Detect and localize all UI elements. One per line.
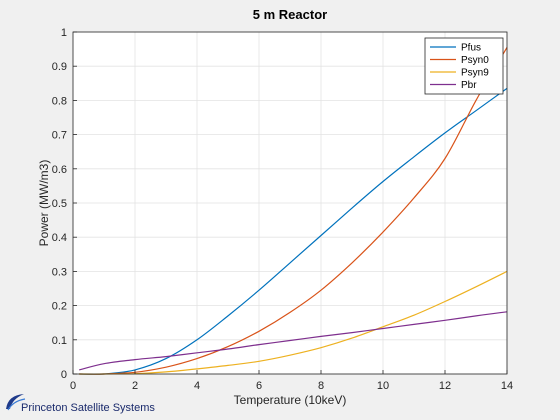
y-tick-label: 0.9 (52, 61, 67, 73)
legend-label[interactable]: Pfus (461, 43, 481, 54)
y-tick-label: 0.5 (52, 198, 67, 210)
x-tick-label: 14 (501, 380, 513, 392)
chart-title: 5 m Reactor (253, 7, 327, 22)
series-group (79, 47, 508, 375)
x-axis-ticks: 0 2 4 6 8 10 12 14 (70, 370, 513, 392)
series-line-psyn9 (79, 270, 508, 375)
x-axis-label: Temperature (10keV) (234, 393, 347, 407)
y-tick-label: 0 (61, 369, 67, 381)
legend-label[interactable]: Psyn0 (461, 55, 489, 66)
y-tick-label: 0.6 (52, 164, 67, 176)
logo-text: Princeton Satellite Systems (21, 402, 155, 414)
y-tick-label: 1 (61, 27, 67, 39)
y-axis-label: Power (MW/m3) (37, 160, 51, 247)
y-tick-label: 0.3 (52, 266, 67, 278)
y-axis-ticks: 0 0.1 0.2 0.3 0.4 0.5 0.6 0.7 0.8 0.9 1 (52, 27, 77, 381)
company-logo: Princeton Satellite Systems (4, 391, 184, 417)
x-tick-label: 12 (439, 380, 451, 392)
series-line-pbr (79, 311, 508, 371)
x-tick-label: 0 (70, 380, 76, 392)
y-tick-label: 0.8 (52, 95, 67, 107)
x-tick-label: 8 (318, 380, 324, 392)
x-tick-label: 10 (377, 380, 389, 392)
x-tick-label: 6 (256, 380, 262, 392)
series-line-psyn0 (79, 47, 508, 375)
y-tick-label: 0.1 (52, 335, 67, 347)
y-tick-label: 0.4 (52, 232, 67, 244)
y-tick-label: 0.7 (52, 130, 67, 142)
x-tick-label: 4 (194, 380, 200, 392)
orbit-swoosh-icon (6, 394, 26, 411)
x-tick-label: 2 (132, 380, 138, 392)
series-line-pfus (79, 87, 508, 375)
legend-label[interactable]: Psyn9 (461, 68, 489, 79)
y-tick-label: 0.2 (52, 301, 67, 313)
legend-label[interactable]: Pbr (461, 80, 477, 91)
